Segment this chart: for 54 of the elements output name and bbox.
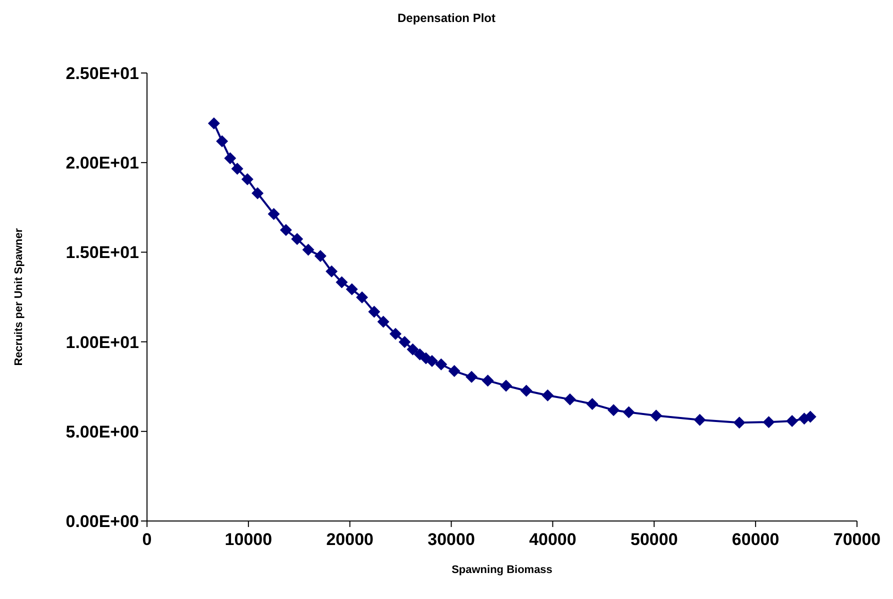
point	[426, 354, 438, 367]
point	[762, 416, 775, 428]
point	[786, 415, 798, 428]
point	[398, 336, 411, 348]
point	[252, 187, 264, 200]
y-tick-label: 2.50E+01	[66, 64, 139, 84]
y-tick-label: 1.00E+01	[66, 332, 139, 352]
x-tick-label: 60000	[732, 530, 780, 550]
y-tick-label: 5.00E+00	[66, 422, 139, 442]
point	[694, 414, 706, 426]
point	[733, 416, 746, 429]
point	[520, 384, 532, 397]
chart-title: Depensation Plot	[396, 11, 496, 25]
y-tick-label: 0.00E+00	[66, 512, 139, 532]
point	[500, 380, 512, 392]
point	[650, 410, 662, 422]
x-tick-label: 50000	[630, 530, 678, 550]
point	[564, 393, 576, 406]
x-tick-label: 10000	[224, 530, 272, 550]
point	[231, 162, 244, 175]
point	[448, 365, 460, 378]
point	[336, 276, 348, 288]
point	[356, 291, 368, 304]
x-tick-label: 70000	[833, 530, 881, 550]
point	[377, 316, 390, 328]
y-axis-title: Recruits per Unit Spawner	[12, 228, 25, 366]
point	[326, 265, 338, 278]
x-axis-title: Spawning Biomass	[452, 564, 552, 576]
point	[622, 406, 635, 418]
point	[208, 117, 220, 130]
x-tick-label: 40000	[529, 530, 576, 550]
point	[608, 404, 620, 416]
point	[224, 152, 236, 164]
point	[586, 398, 598, 410]
x-tick-label: 30000	[428, 530, 475, 550]
point	[542, 389, 554, 402]
point	[268, 208, 280, 220]
point	[346, 283, 358, 296]
point	[216, 135, 228, 148]
point	[291, 232, 304, 245]
x-tick-label: 0	[142, 530, 152, 550]
point	[280, 224, 292, 236]
x-tick-label: 20000	[326, 530, 374, 550]
point	[406, 343, 419, 356]
point	[482, 374, 494, 387]
y-tick-label: 1.50E+01	[66, 243, 139, 262]
y-tick-label: 2.00E+01	[66, 154, 139, 173]
point	[466, 370, 478, 383]
point	[314, 250, 326, 262]
point	[435, 358, 448, 370]
point	[241, 173, 254, 186]
point	[302, 244, 314, 256]
point	[390, 328, 402, 340]
point	[368, 306, 380, 318]
